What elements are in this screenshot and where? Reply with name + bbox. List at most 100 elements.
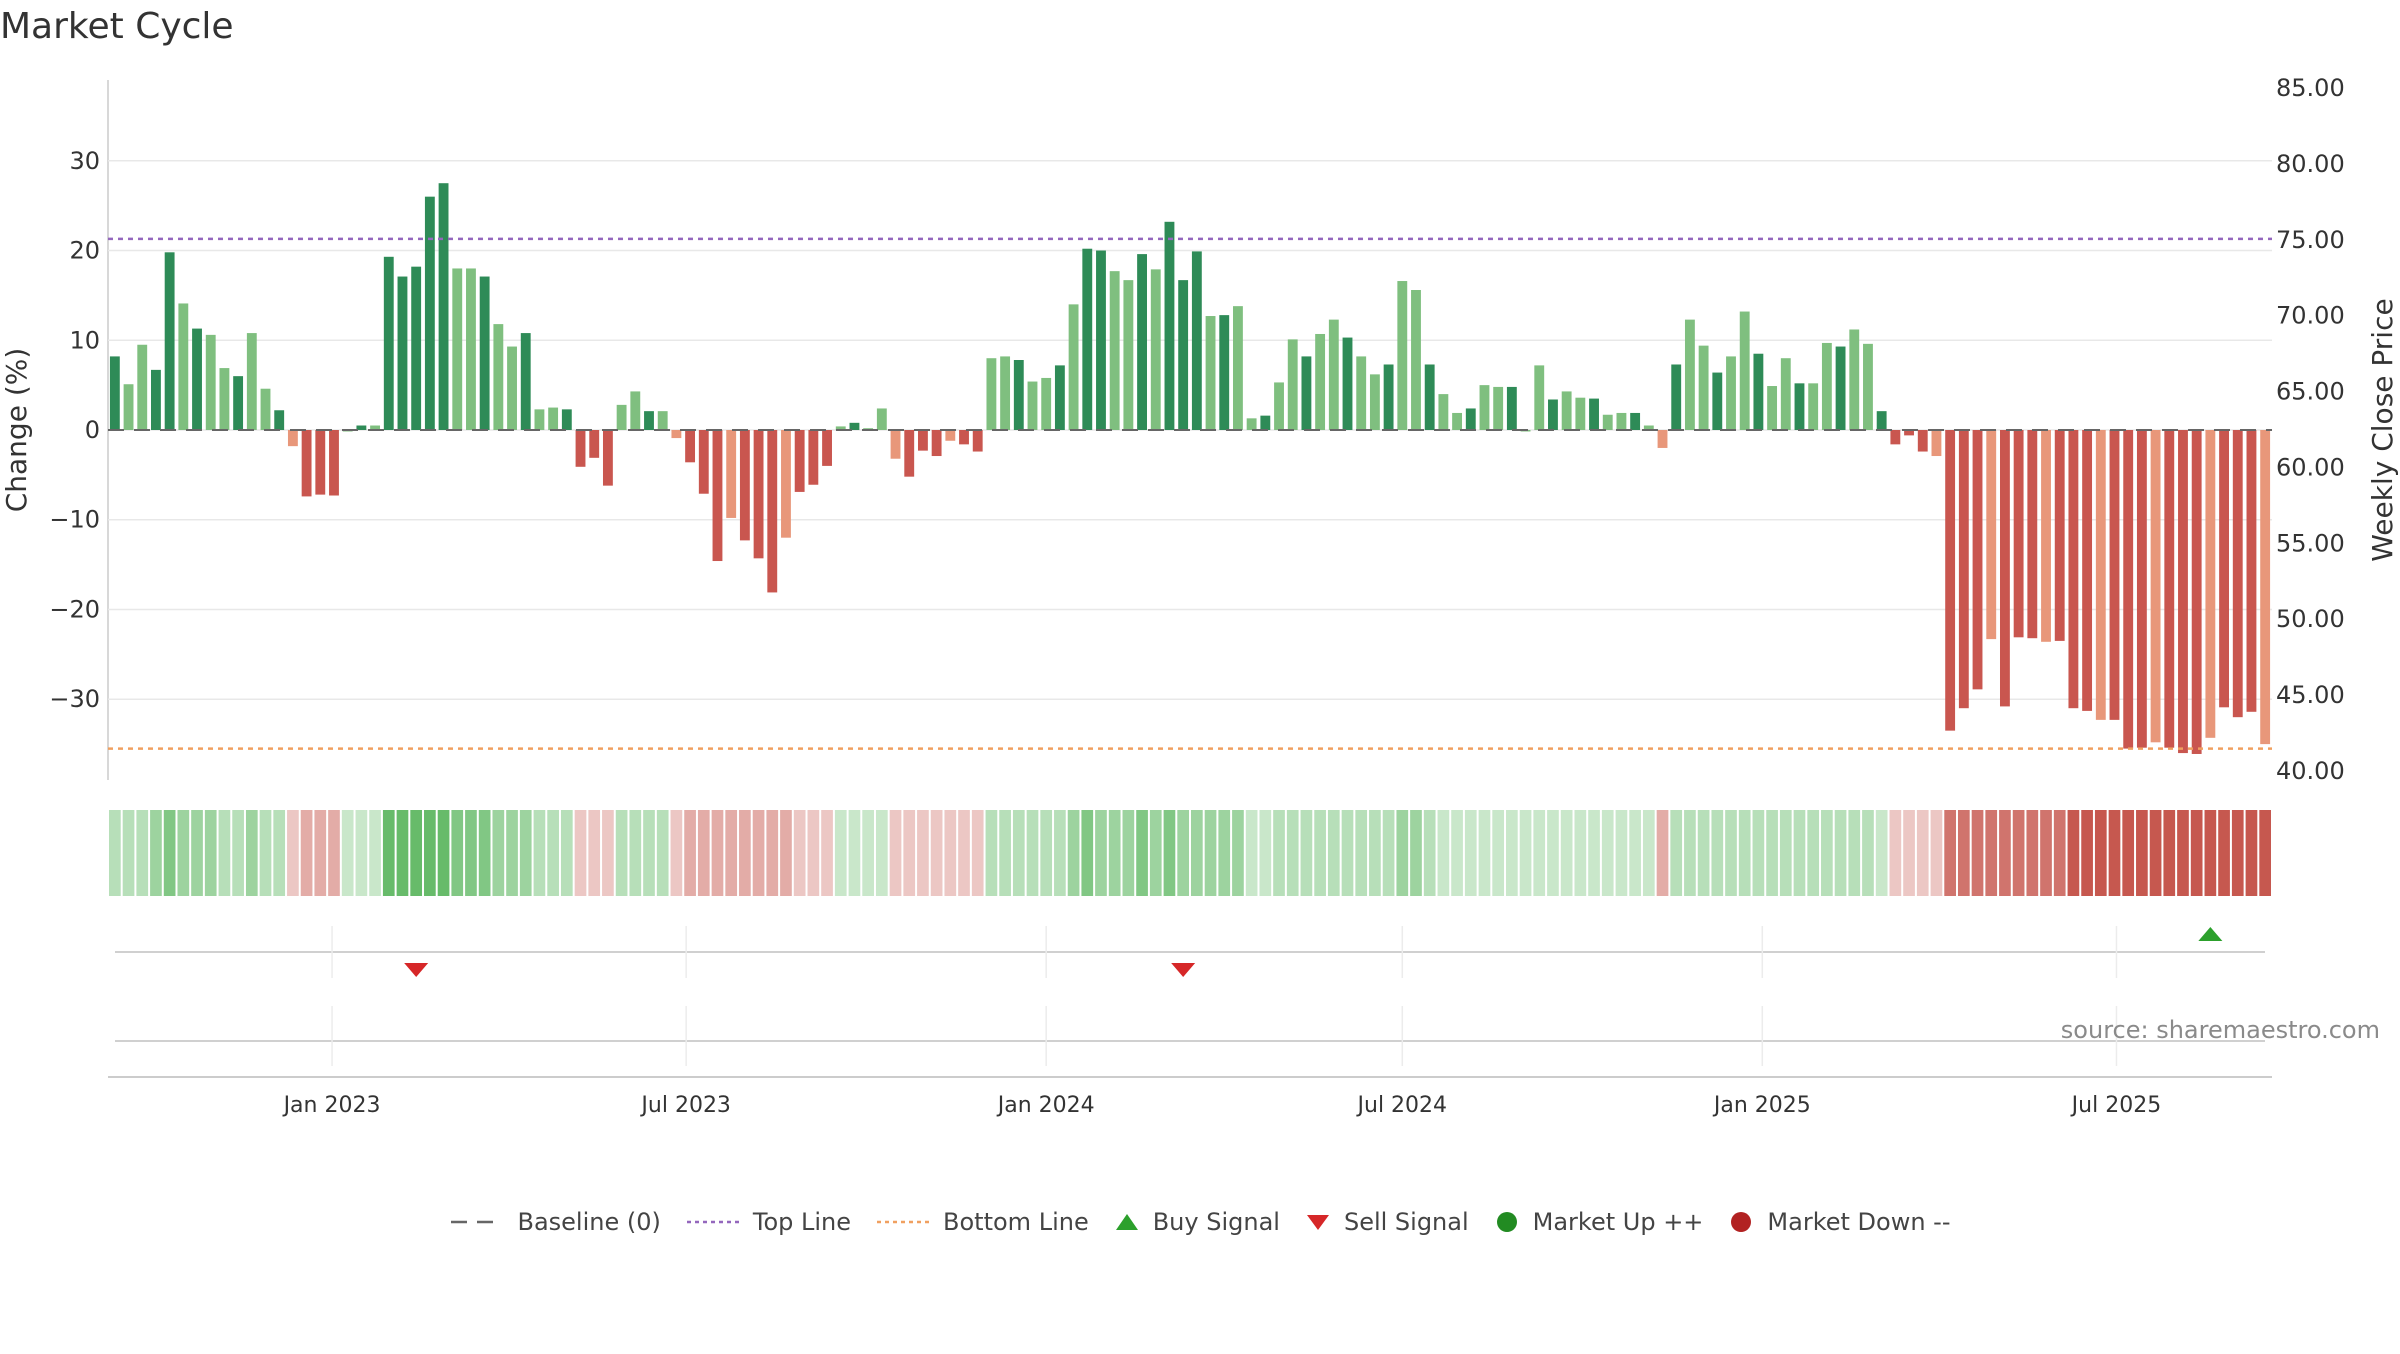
regime-cell bbox=[602, 810, 614, 896]
regime-cell bbox=[1451, 810, 1463, 896]
regime-cell bbox=[2231, 810, 2244, 896]
legend-label: Top Line bbox=[752, 1208, 852, 1236]
regime-cell bbox=[780, 810, 792, 896]
regime-cell bbox=[1711, 810, 1724, 896]
regime-cell bbox=[1273, 810, 1285, 896]
regime-cell bbox=[218, 810, 231, 896]
change-bar bbox=[1082, 248, 1093, 430]
change-bar bbox=[1383, 364, 1394, 430]
change-bar bbox=[1808, 383, 1819, 430]
legend-label: Bottom Line bbox=[943, 1208, 1089, 1236]
x-tick-label: Jan 2023 bbox=[282, 1093, 381, 1118]
y-left-tick-label: 0 bbox=[85, 416, 100, 444]
change-bar bbox=[137, 344, 148, 430]
regime-cell bbox=[903, 810, 916, 896]
change-bar bbox=[246, 333, 257, 430]
change-bar bbox=[438, 183, 449, 430]
buy-signal-triangle-up-icon bbox=[1115, 1214, 1138, 1230]
regime-cell bbox=[437, 810, 450, 896]
change-bar bbox=[794, 430, 805, 492]
change-bar bbox=[753, 430, 764, 559]
regime-cell bbox=[1999, 810, 2011, 896]
change-bar bbox=[712, 430, 723, 562]
legend-item: Top Line bbox=[685, 1208, 851, 1236]
change-bar bbox=[2232, 430, 2243, 718]
regime-cell bbox=[451, 810, 464, 896]
regime-cell bbox=[629, 810, 642, 896]
change-bar bbox=[2041, 430, 2051, 642]
change-bar bbox=[260, 388, 271, 430]
x-tick-label: Jul 2025 bbox=[2070, 1093, 2162, 1118]
change-bar bbox=[917, 430, 928, 451]
change-bar bbox=[1575, 397, 1586, 430]
regime-cell bbox=[1670, 810, 1683, 896]
regime-cell bbox=[1492, 810, 1505, 896]
regime-cell bbox=[300, 810, 313, 896]
regime-cell bbox=[656, 810, 669, 896]
change-bar bbox=[1096, 250, 1106, 430]
regime-cell bbox=[1191, 810, 1203, 896]
regime-cell bbox=[1054, 810, 1066, 896]
regime-cell bbox=[793, 810, 806, 896]
regime-cell bbox=[1314, 810, 1326, 896]
change-bar bbox=[630, 391, 641, 430]
change-bar bbox=[1178, 280, 1189, 430]
change-bar bbox=[644, 411, 654, 430]
regime-cell bbox=[1725, 810, 1737, 896]
change-bar bbox=[1068, 304, 1079, 430]
change-bar bbox=[1452, 412, 1463, 430]
change-bar bbox=[1041, 377, 1052, 430]
change-bar bbox=[1287, 339, 1298, 430]
change-bar bbox=[767, 430, 778, 593]
change-bar bbox=[876, 408, 887, 430]
regime-cell bbox=[958, 810, 970, 896]
regime-cell bbox=[1012, 810, 1025, 896]
change-bar bbox=[781, 430, 791, 538]
change-bar bbox=[1945, 430, 1956, 731]
change-bar bbox=[1369, 374, 1380, 430]
change-bar bbox=[1767, 386, 1778, 430]
regime-cell bbox=[519, 810, 532, 896]
legend-item: Market Up ++ bbox=[1493, 1208, 1703, 1236]
change-bar bbox=[1753, 353, 1764, 430]
change-bar bbox=[164, 252, 175, 430]
y-right-tick-label: 65.00 bbox=[2276, 378, 2345, 406]
change-bar bbox=[1000, 356, 1011, 430]
change-bar bbox=[1013, 360, 1024, 430]
change-bar bbox=[822, 430, 832, 466]
regime-cell bbox=[1916, 810, 1929, 896]
regime-cell bbox=[355, 810, 368, 896]
change-bar bbox=[287, 430, 298, 447]
y-left-tick-label: −10 bbox=[49, 506, 100, 534]
regime-cell bbox=[1615, 810, 1628, 896]
regime-cell bbox=[1369, 810, 1381, 896]
regime-cell bbox=[684, 810, 696, 896]
regime-cell bbox=[985, 810, 998, 896]
source-label: source: sharemaestro.com bbox=[2060, 1016, 2380, 1044]
change-bar bbox=[2013, 430, 2024, 638]
regime-cell bbox=[191, 810, 203, 896]
market-down-circle-icon bbox=[1731, 1212, 1752, 1232]
change-bar bbox=[575, 430, 586, 467]
regime-cell bbox=[615, 810, 628, 896]
change-bar bbox=[616, 404, 627, 430]
regime-cell bbox=[341, 810, 354, 896]
change-bar bbox=[356, 425, 367, 430]
sell-signal-marker bbox=[1171, 963, 1196, 977]
regime-cell bbox=[1779, 810, 1792, 896]
regime-cell bbox=[1382, 810, 1395, 896]
regime-cell bbox=[2136, 810, 2148, 896]
change-bar bbox=[397, 276, 408, 430]
change-bar bbox=[233, 376, 244, 430]
regime-cell bbox=[465, 810, 477, 896]
regime-cell bbox=[944, 810, 957, 896]
regime-cell bbox=[930, 810, 943, 896]
regime-cell bbox=[232, 810, 244, 896]
chart-title: Market Cycle bbox=[0, 6, 234, 47]
regime-cell bbox=[848, 810, 861, 896]
baseline-dash-icon bbox=[451, 1220, 504, 1224]
change-bar bbox=[561, 409, 572, 430]
regime-cell bbox=[150, 810, 162, 896]
y-right-tick-label: 50.00 bbox=[2276, 605, 2345, 633]
legend-label: Buy Signal bbox=[1152, 1208, 1280, 1236]
